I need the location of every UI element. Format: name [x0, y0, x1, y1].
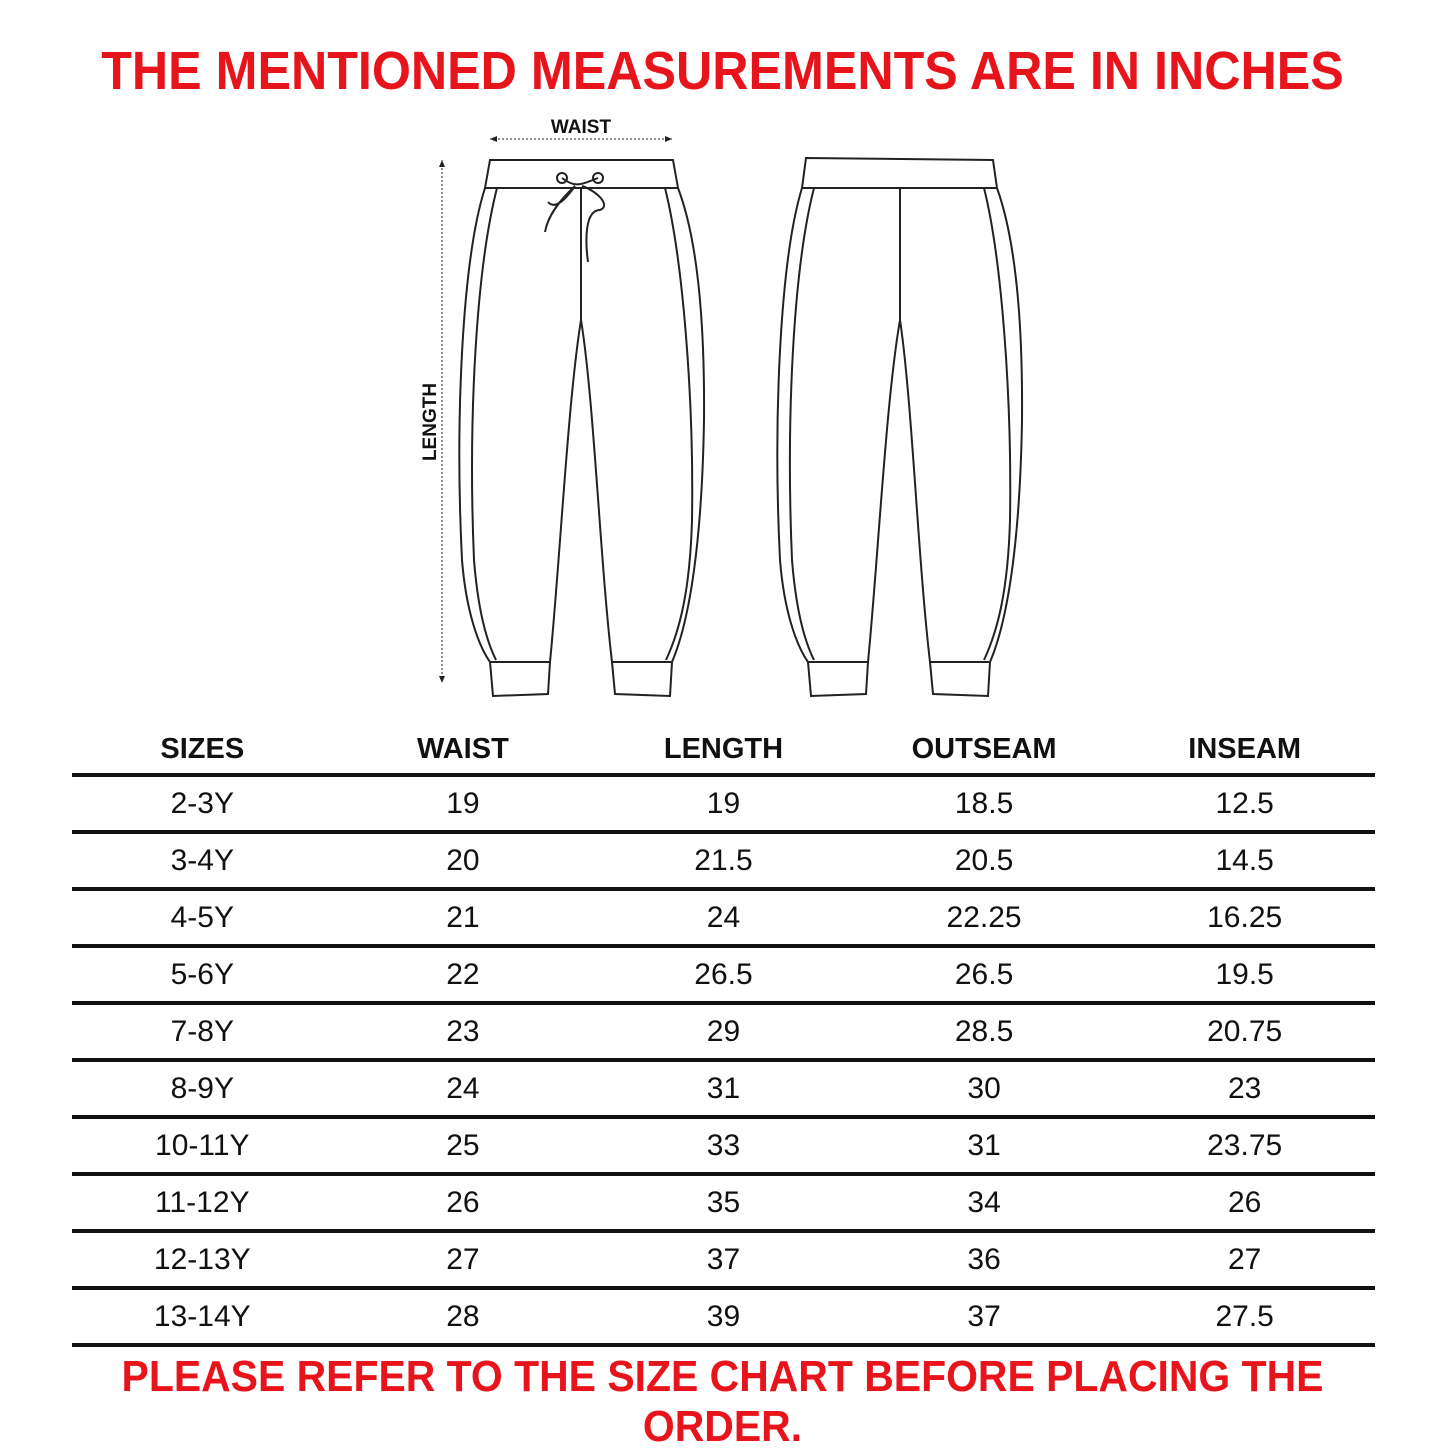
cell-length: 24 [706, 900, 741, 934]
cell-length: 39 [706, 1299, 741, 1333]
cell-waist: 21 [446, 900, 480, 934]
cell-size: 13-14Y [153, 1299, 251, 1333]
cell-outseam: 18.5 [954, 786, 1014, 820]
cell-size: 8-9Y [170, 1071, 234, 1105]
cell-size: 10-11Y [155, 1128, 250, 1162]
cell-inseam: 14.5 [1215, 843, 1274, 877]
cell-size: 11-12Y [155, 1185, 250, 1219]
page-title: THE MENTIONED MEASUREMENTS ARE IN INCHES [101, 41, 1344, 101]
table-row: 8-9Y 24 31 30 23 [72, 1062, 1375, 1119]
cell-inseam: 23.75 [1207, 1128, 1283, 1162]
table-row: 11-12Y 26 35 34 26 [72, 1176, 1375, 1233]
waist-label: WAIST [551, 117, 612, 138]
cell-waist: 28 [446, 1299, 480, 1333]
table-row: 10-11Y 25 33 31 23.75 [72, 1119, 1375, 1176]
cell-inseam: 19.5 [1215, 957, 1274, 991]
cell-inseam: 27.5 [1215, 1299, 1274, 1333]
cell-length: 37 [706, 1242, 741, 1276]
cell-size: 2-3Y [170, 786, 234, 820]
header-inseam: INSEAM [1188, 732, 1302, 765]
cell-waist: 22 [446, 957, 480, 991]
header-length: LENGTH [663, 732, 784, 765]
cell-size: 7-8Y [170, 1014, 234, 1048]
cell-size: 4-5Y [170, 900, 234, 934]
cell-length: 35 [706, 1185, 741, 1219]
table-row: 5-6Y 22 26.5 26.5 19.5 [72, 948, 1375, 1005]
cell-length: 33 [706, 1128, 741, 1162]
cell-waist: 19 [446, 786, 480, 820]
waist-arrow: WAIST [490, 117, 672, 142]
cell-waist: 27 [446, 1242, 480, 1276]
length-arrow: LENGTH [420, 160, 445, 683]
cell-outseam: 34 [967, 1185, 1001, 1219]
table-row: 4-5Y 21 24 22.25 16.25 [72, 891, 1375, 948]
cell-outseam: 37 [967, 1299, 1001, 1333]
header-sizes: SIZES [160, 732, 245, 765]
cell-size: 5-6Y [170, 957, 234, 991]
cell-outseam: 36 [967, 1242, 1001, 1276]
cell-inseam: 20.75 [1207, 1014, 1283, 1048]
header-waist: WAIST [416, 732, 509, 765]
cell-size: 3-4Y [170, 843, 234, 877]
cell-outseam: 31 [967, 1128, 1001, 1162]
cell-waist: 20 [446, 843, 480, 877]
cell-inseam: 26 [1227, 1185, 1262, 1219]
cell-inseam: 23 [1227, 1071, 1262, 1105]
back-pants-drawing [776, 156, 1024, 698]
cell-length: 21.5 [694, 843, 753, 877]
cell-length: 19 [706, 786, 741, 820]
cell-outseam: 28.5 [954, 1014, 1014, 1048]
cell-size: 12-13Y [153, 1242, 251, 1276]
cell-inseam: 16.25 [1207, 900, 1283, 934]
cell-inseam: 12.5 [1215, 786, 1274, 820]
table-row: 12-13Y 27 37 36 27 [72, 1233, 1375, 1290]
cell-length: 29 [706, 1014, 741, 1048]
cell-outseam: 22.25 [946, 900, 1022, 934]
size-table: SIZES WAIST LENGTH OUTSEAM INSEAM 2-3Y 19… [72, 725, 1375, 1347]
cell-length: 26.5 [694, 957, 753, 991]
cell-waist: 25 [446, 1128, 480, 1162]
front-pants-drawing [458, 159, 706, 698]
cell-outseam: 30 [967, 1071, 1001, 1105]
pants-diagram: WAIST LENGTH [420, 117, 1024, 698]
cell-waist: 24 [446, 1071, 480, 1105]
length-label: LENGTH [420, 383, 441, 461]
cell-inseam: 27 [1227, 1242, 1262, 1276]
table-row: 2-3Y 19 19 18.5 12.5 [72, 777, 1375, 834]
cell-waist: 26 [446, 1185, 480, 1219]
table-row: 3-4Y 20 21.5 20.5 14.5 [72, 834, 1375, 891]
footer-note: PLEASE REFER TO THE SIZE CHART BEFORE PL… [121, 1352, 1324, 1451]
cell-length: 31 [706, 1071, 741, 1105]
table-row: 13-14Y 28 39 37 27.5 [72, 1290, 1375, 1347]
table-header: SIZES WAIST LENGTH OUTSEAM INSEAM [72, 725, 1375, 777]
cell-outseam: 20.5 [954, 843, 1014, 877]
table-row: 7-8Y 23 29 28.5 20.75 [72, 1005, 1375, 1062]
cell-waist: 23 [446, 1014, 480, 1048]
cell-outseam: 26.5 [954, 957, 1014, 991]
header-outseam: OUTSEAM [911, 732, 1057, 765]
